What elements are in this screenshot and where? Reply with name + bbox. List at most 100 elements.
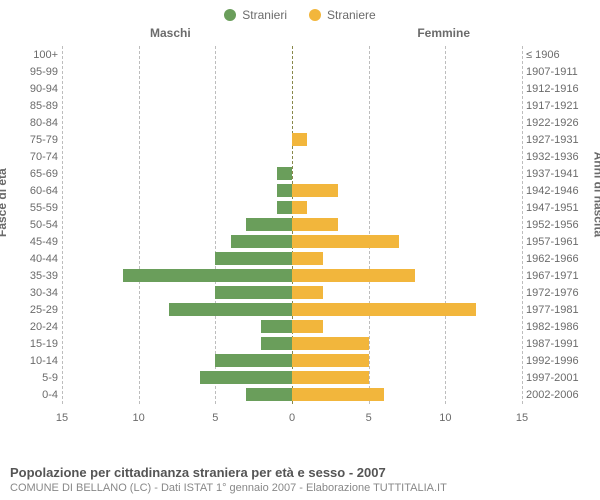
gridline [522,46,523,404]
bar-female [292,201,307,214]
bar-female [292,286,323,299]
bar-female [292,218,338,231]
female-half [292,250,522,267]
female-half [292,165,522,182]
population-pyramid-chart: Fasce di età Anni di nascita 100+≤ 19069… [0,42,600,432]
bar-male [277,201,292,214]
male-half [62,267,292,284]
birth-year-label: 1922-1926 [526,117,592,129]
age-label: 15-19 [10,338,58,350]
chart-row: 70-741932-1936 [62,148,522,165]
chart-legend: Stranieri Straniere [0,0,600,26]
birth-year-label: 1912-1916 [526,83,592,95]
chart-row: 35-391967-1971 [62,267,522,284]
birth-year-label: 1977-1981 [526,304,592,316]
age-label: 10-14 [10,355,58,367]
x-tick-label: 0 [289,412,295,424]
female-half [292,97,522,114]
birth-year-label: 1972-1976 [526,287,592,299]
bar-female [292,320,323,333]
female-half [292,63,522,80]
male-half [62,369,292,386]
age-label: 85-89 [10,100,58,112]
bar-male [215,286,292,299]
bar-male [261,337,292,350]
chart-row: 95-991907-1911 [62,63,522,80]
y-axis-label-left: Fasce di età [0,168,9,237]
caption-subtitle: COMUNE DI BELLANO (LC) - Dati ISTAT 1° g… [10,482,590,494]
chart-row: 65-691937-1941 [62,165,522,182]
female-half [292,182,522,199]
female-half [292,386,522,403]
birth-year-label: 1907-1911 [526,66,592,78]
bar-female [292,388,384,401]
age-label: 40-44 [10,253,58,265]
male-half [62,250,292,267]
bar-female [292,337,369,350]
female-half [292,267,522,284]
female-half [292,131,522,148]
birth-year-label: 1952-1956 [526,219,592,231]
age-label: 90-94 [10,83,58,95]
female-half [292,233,522,250]
chart-row: 100+≤ 1906 [62,46,522,63]
female-half [292,301,522,318]
male-half [62,114,292,131]
age-label: 65-69 [10,168,58,180]
male-half [62,386,292,403]
bar-female [292,133,307,146]
birth-year-label: 1967-1971 [526,270,592,282]
chart-row: 20-241982-1986 [62,318,522,335]
chart-row: 25-291977-1981 [62,301,522,318]
caption-title: Popolazione per cittadinanza straniera p… [10,465,590,480]
chart-caption: Popolazione per cittadinanza straniera p… [10,465,590,494]
bar-male [123,269,292,282]
age-label: 0-4 [10,389,58,401]
legend-label-male: Stranieri [242,8,287,22]
male-half [62,80,292,97]
bar-female [292,252,323,265]
chart-row: 55-591947-1951 [62,199,522,216]
birth-year-label: 1932-1936 [526,151,592,163]
birth-year-label: 1957-1961 [526,236,592,248]
male-half [62,199,292,216]
birth-year-label: 1982-1986 [526,321,592,333]
male-half [62,335,292,352]
legend-swatch-female [309,9,321,21]
chart-rows: 100+≤ 190695-991907-191190-941912-191685… [62,46,522,403]
female-half [292,80,522,97]
bar-female [292,184,338,197]
chart-row: 30-341972-1976 [62,284,522,301]
bar-female [292,371,369,384]
birth-year-label: ≤ 1906 [526,49,592,61]
panel-titles: Maschi Femmine [0,26,600,42]
male-half [62,46,292,63]
female-half [292,148,522,165]
bar-male [277,184,292,197]
birth-year-label: 1937-1941 [526,168,592,180]
x-tick-label: 10 [439,412,451,424]
age-label: 30-34 [10,287,58,299]
bar-male [200,371,292,384]
female-half [292,369,522,386]
chart-row: 45-491957-1961 [62,233,522,250]
x-tick-label: 15 [56,412,68,424]
bar-male [215,252,292,265]
male-half [62,165,292,182]
chart-row: 15-191987-1991 [62,335,522,352]
age-label: 70-74 [10,151,58,163]
chart-row: 75-791927-1931 [62,131,522,148]
male-half [62,63,292,80]
chart-row: 50-541952-1956 [62,216,522,233]
chart-row: 60-641942-1946 [62,182,522,199]
x-tick-label: 5 [366,412,372,424]
age-label: 75-79 [10,134,58,146]
bar-female [292,269,415,282]
age-label: 35-39 [10,270,58,282]
age-label: 50-54 [10,219,58,231]
female-half [292,284,522,301]
age-label: 20-24 [10,321,58,333]
male-half [62,352,292,369]
birth-year-label: 1927-1931 [526,134,592,146]
birth-year-label: 1997-2001 [526,372,592,384]
